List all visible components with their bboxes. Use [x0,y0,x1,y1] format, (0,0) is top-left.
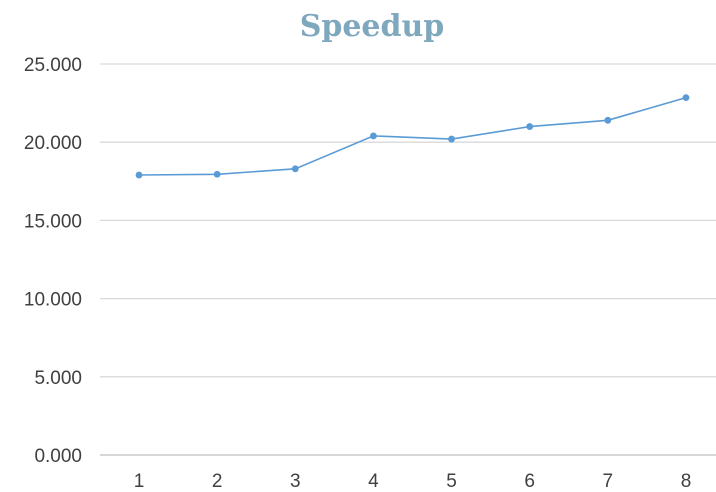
chart-title: Speedup [300,9,445,44]
x-tick-label: 3 [290,471,301,492]
data-point [135,171,143,179]
y-tick-label: 15.000 [24,211,82,232]
y-tick-label: 5.000 [34,368,82,389]
x-tick-label: 6 [524,471,535,492]
data-point [448,135,455,143]
data-point [682,94,690,102]
y-tick-label: 25.000 [24,55,82,76]
data-point [526,123,534,130]
gridlines [100,63,716,378]
y-tick-label: 10.000 [24,290,82,311]
y-tick-label: 0.000 [34,446,82,467]
data-points [135,94,690,179]
data-point [213,170,221,178]
x-tick-label: 5 [446,471,457,492]
series-line [138,96,687,176]
x-tick-label: 1 [134,471,145,492]
x-tick-label: 2 [212,471,223,492]
data-point [604,116,612,124]
y-tick-label: 20.000 [24,133,82,154]
x-tick-label: 8 [681,471,692,492]
data-point [291,165,299,173]
y-axis-tick-labels: 0.000 5.000 10.000 15.000 20.000 25.000 [24,55,82,467]
x-tick-label: 4 [368,471,379,492]
x-axis-tick-labels: 1 2 3 4 5 6 7 8 [134,471,692,492]
x-tick-label: 7 [603,471,614,492]
data-point [370,132,377,140]
